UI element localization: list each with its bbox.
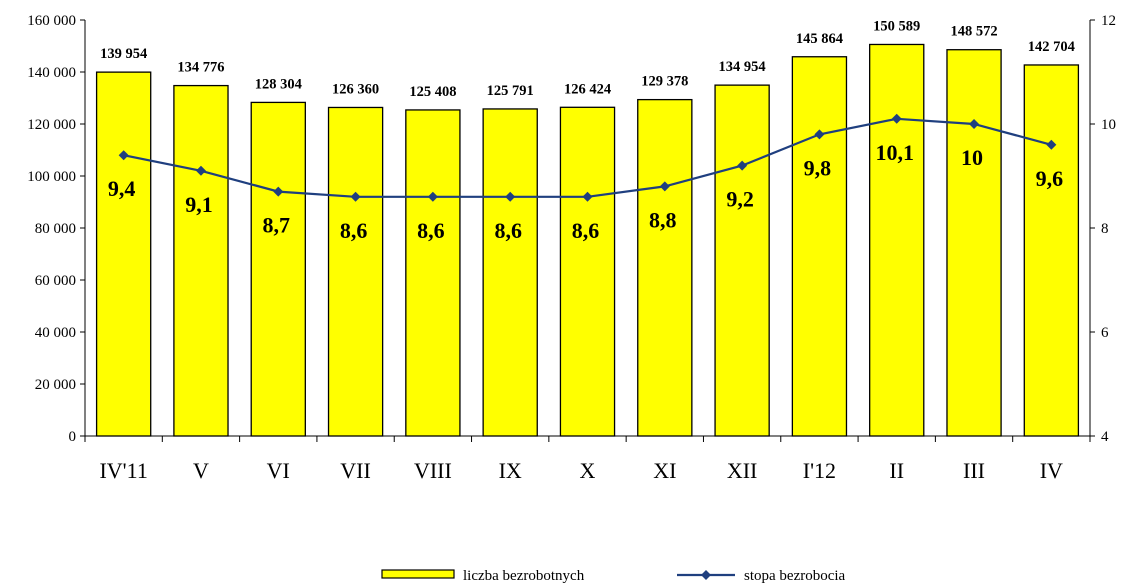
bar-value-label: 134 776 <box>177 60 224 76</box>
x-tick-label: IV'11 <box>99 458 147 483</box>
line-point-marker <box>659 181 670 192</box>
right-tick-label: 6 <box>1101 325 1109 341</box>
line-point-marker <box>505 191 516 202</box>
bar-value-label: 142 704 <box>1028 39 1075 55</box>
x-tick-label: XII <box>727 458 758 483</box>
bar-value-label: 125 791 <box>487 83 534 99</box>
bar <box>1023 64 1080 437</box>
x-tick-label: VII <box>340 458 371 483</box>
left-tick-label: 140 000 <box>27 65 76 81</box>
left-axis: 0 20 000 40 000 60 000 80 000 100 000 120 000 1… <box>27 13 86 445</box>
x-tick-label: VI <box>267 458 290 483</box>
right-axis: 4 6 8 10 12 <box>1089 13 1116 445</box>
bar <box>869 43 925 437</box>
line-value-label: 9,1 <box>185 192 213 217</box>
line-value-label: 8,6 <box>572 218 600 243</box>
x-tick-label: IX <box>499 458 522 483</box>
bar <box>714 84 770 437</box>
line-value-label: 8,6 <box>494 218 522 243</box>
line-value-label: 10,1 <box>875 140 914 165</box>
bar-value-label: 145 864 <box>796 31 843 47</box>
x-tick-label: IV <box>1040 458 1063 483</box>
left-tick-label: 0 <box>69 429 77 445</box>
line-series: 9,4 9,1 8,7 8,6 8,6 8,6 8,6 8,8 9,2 9,8 10,1 10 9,6 <box>108 113 1064 243</box>
bar-value-label: 126 360 <box>332 81 379 97</box>
line-point-marker <box>118 150 129 161</box>
line-value-label: 8,6 <box>340 218 368 243</box>
line-point-marker <box>350 191 361 202</box>
line-point-marker <box>1046 139 1057 150</box>
bar <box>791 56 848 437</box>
bar-value-label: 125 408 <box>409 84 456 100</box>
left-tick-label: 40 000 <box>35 325 76 341</box>
bar <box>95 71 152 437</box>
line-value-label: 9,8 <box>804 155 832 180</box>
bar <box>637 98 693 437</box>
right-tick-label: 10 <box>1101 117 1116 133</box>
x-tick-label: V <box>193 458 209 483</box>
bar-value-label: 150 589 <box>873 18 920 34</box>
bar <box>482 108 538 437</box>
line-point-marker <box>891 113 902 124</box>
legend-bar-label: liczba bezrobotnych <box>463 568 585 584</box>
x-tick-label: X <box>580 458 596 483</box>
legend-line-marker <box>701 570 711 580</box>
x-tick-label: I'12 <box>803 458 836 483</box>
x-tick-label: II <box>889 458 904 483</box>
x-tick-label: XI <box>653 458 676 483</box>
bar <box>946 49 1002 437</box>
line-point-marker <box>273 186 284 197</box>
line-value-label: 8,6 <box>417 218 445 243</box>
right-tick-label: 8 <box>1101 221 1109 237</box>
bar-value-label: 139 954 <box>100 46 147 62</box>
legend-bar-swatch <box>381 569 455 579</box>
line-point-marker <box>814 129 825 140</box>
left-tick-label: 60 000 <box>35 273 76 289</box>
line-point-marker <box>737 160 748 171</box>
bar-value-label: 148 572 <box>950 24 997 40</box>
legend: liczba bezrobotnych stopa bezrobocia <box>381 568 846 584</box>
x-tick-label: VIII <box>414 458 452 483</box>
bar <box>405 109 461 437</box>
bar <box>559 106 616 437</box>
line-value-label: 9,2 <box>726 187 754 212</box>
left-tick-label: 20 000 <box>35 377 76 393</box>
x-tick-label: III <box>963 458 985 483</box>
bar-value-label: 129 378 <box>641 74 688 90</box>
left-tick-label: 120 000 <box>27 117 76 133</box>
line-value-label: 8,7 <box>263 213 291 238</box>
bar-value-label: 128 304 <box>255 76 302 92</box>
bar <box>250 101 306 437</box>
line-point-marker <box>582 191 593 202</box>
bar-series: 139 954 134 776 128 304 126 360 125 408 125 7… <box>95 18 1080 437</box>
line-value-label: 9,6 <box>1036 166 1064 191</box>
line-value-label: 10 <box>961 145 983 170</box>
line-value-label: 8,8 <box>649 207 677 232</box>
legend-line-label: stopa bezrobocia <box>744 568 846 584</box>
line-point-marker <box>969 119 980 129</box>
left-tick-label: 80 000 <box>35 221 76 237</box>
right-tick-label: 4 <box>1101 429 1109 445</box>
line-point-marker <box>427 191 438 202</box>
bar-value-label: 134 954 <box>719 59 766 75</box>
line-point-marker <box>195 165 206 176</box>
left-tick-label: 100 000 <box>27 169 76 185</box>
line-value-label: 9,4 <box>108 176 136 201</box>
right-tick-label: 12 <box>1101 13 1116 29</box>
bar-value-label: 126 424 <box>564 81 611 97</box>
left-tick-label: 160 000 <box>27 13 76 29</box>
category-axis: IV'11 V VI VII VIII IX X XI XII I'12 II III IV <box>84 435 1091 483</box>
bar <box>173 84 229 437</box>
bar <box>327 106 384 437</box>
